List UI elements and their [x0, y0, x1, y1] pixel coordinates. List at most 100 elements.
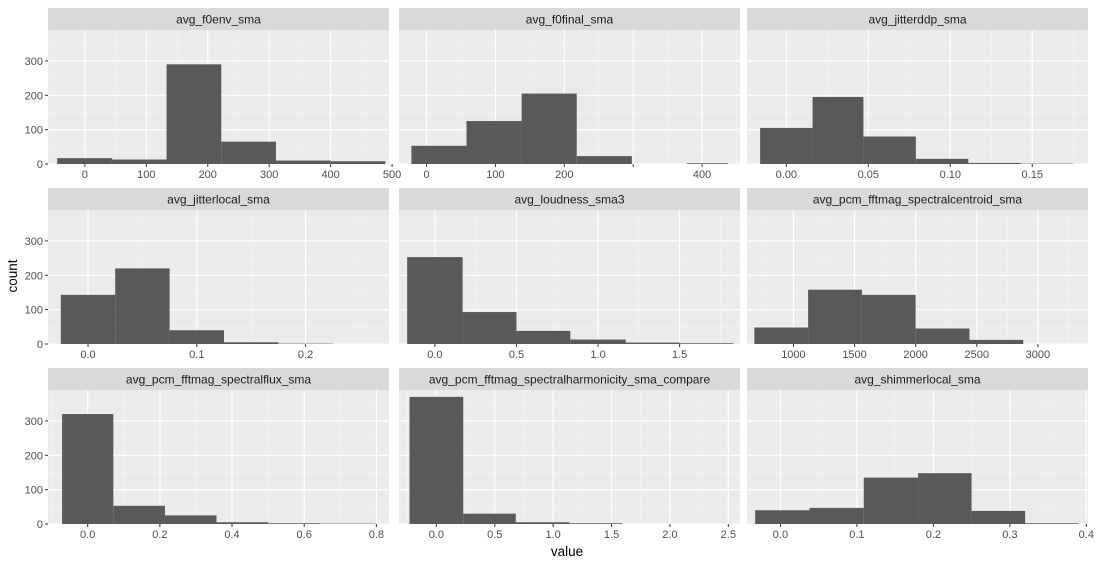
x-tick-label: 1.0 — [546, 529, 561, 541]
x-tick-label: 0 — [423, 169, 429, 181]
x-tick-label: 400 — [321, 169, 339, 181]
histogram-bar — [918, 473, 972, 524]
histogram-bar — [808, 289, 862, 344]
facet-title: avg_f0final_sma — [526, 13, 614, 27]
x-tick-label: 200 — [555, 169, 573, 181]
histogram-bar — [411, 145, 467, 164]
histogram-bar — [969, 339, 1024, 344]
histogram-bar — [915, 328, 970, 344]
facet-panel: avg_pcm_fftmag_spectralharmonicity_sma_c… — [399, 368, 740, 541]
x-tick-label: 400 — [693, 169, 711, 181]
facet-panel: avg_pcm_fftmag_spectralcentroid_sma 1000 1… — [747, 188, 1088, 361]
x-tick-label: 0.0 — [773, 529, 788, 541]
facet-title: avg_jitterlocal_sma — [167, 193, 270, 207]
facet-strip — [48, 8, 389, 30]
histogram-bar — [57, 158, 112, 164]
histogram-bar — [686, 163, 729, 164]
x-tick-label: 0.10 — [940, 169, 961, 181]
histogram-bar — [268, 523, 320, 524]
y-tick-label: 200 — [25, 90, 43, 102]
y-tick-label: 200 — [25, 450, 43, 462]
x-tick-label: 0.2 — [298, 349, 313, 361]
histogram-bar — [330, 161, 386, 164]
facet-strip — [747, 368, 1088, 390]
facet-panel: avg_jitterddp_sma 0.00 0.05 0.10 0.15 — [747, 8, 1088, 181]
x-tick-label: 2.5 — [721, 529, 736, 541]
histogram-bar — [515, 522, 570, 524]
y-tick-label: 0 — [37, 519, 43, 531]
histogram-bar — [169, 330, 224, 344]
x-tick-label: 0.2 — [152, 529, 167, 541]
x-axis-title: value — [551, 544, 583, 559]
x-tick-label: 0.4 — [1079, 529, 1094, 541]
histogram-bar — [754, 327, 809, 344]
x-tick-label: 0.3 — [1002, 529, 1017, 541]
x-tick-label: 2500 — [965, 349, 989, 361]
histogram-bar — [463, 513, 516, 524]
y-tick-label: 200 — [25, 270, 43, 282]
facet-strip — [399, 8, 740, 30]
histogram-bar — [275, 160, 331, 164]
histogram-bar — [409, 396, 464, 524]
x-tick-label: 500 — [383, 169, 401, 181]
histogram-bar — [760, 127, 813, 164]
x-tick-label: 0.8 — [369, 529, 384, 541]
y-tick-label: 300 — [25, 416, 43, 428]
y-axis-title: count — [5, 259, 20, 292]
histogram-bar — [521, 93, 577, 164]
x-tick-label: 1.0 — [590, 349, 605, 361]
y-tick-label: 100 — [25, 485, 43, 497]
histogram-bar — [164, 515, 217, 524]
histogram-bar — [863, 136, 916, 164]
x-tick-label: 0.05 — [858, 169, 879, 181]
histogram-bar — [971, 510, 1026, 524]
histogram-bar — [1025, 523, 1079, 524]
x-tick-label: 0.4 — [224, 529, 239, 541]
facet-title: avg_pcm_fftmag_spectralflux_sma — [126, 373, 312, 387]
x-tick-label: 300 — [260, 169, 278, 181]
x-tick-label: 0.5 — [509, 349, 524, 361]
histogram-bar — [569, 523, 623, 524]
histogram-bar — [223, 342, 279, 344]
facet-panel: avg_loudness_sma3 0.0 0.5 1.0 1.5 — [399, 188, 740, 361]
y-tick-label: 0 — [37, 339, 43, 351]
histogram-bar — [968, 162, 1021, 164]
x-tick-label: 0.5 — [487, 529, 502, 541]
x-tick-label: 200 — [199, 169, 217, 181]
x-tick-label: 100 — [486, 169, 504, 181]
x-tick-label: 1.5 — [672, 349, 687, 361]
x-tick-label: 2.0 — [662, 529, 677, 541]
x-tick-label: 0.15 — [1022, 169, 1043, 181]
histogram-bar — [115, 268, 170, 344]
y-tick-label: 100 — [25, 305, 43, 317]
x-tick-label: 0.0 — [80, 529, 95, 541]
x-tick-label: 2000 — [903, 349, 927, 361]
x-tick-label: 0.0 — [429, 529, 444, 541]
y-tick-label: 300 — [25, 56, 43, 68]
histogram-bar — [861, 294, 916, 344]
histogram-bar — [576, 156, 632, 164]
histogram-bar — [62, 414, 114, 524]
y-tick-label: 100 — [25, 125, 43, 137]
histogram-bar — [407, 257, 463, 344]
x-tick-label: 0 — [82, 169, 88, 181]
facet-panel: avg_pcm_fftmag_spectralflux_sma 0.0 0.2 0.4… — [25, 368, 389, 541]
histogram-bar — [812, 97, 864, 164]
histogram-bar — [466, 121, 522, 164]
histogram-bar — [462, 312, 517, 344]
x-tick-label: 0.1 — [849, 529, 864, 541]
facet-title: avg_pcm_fftmag_spectralharmonicity_sma_c… — [429, 373, 711, 387]
x-tick-label: 1500 — [842, 349, 866, 361]
x-tick-label: 1.5 — [604, 529, 619, 541]
facet-panel: avg_shimmerlocal_sma 0.0 0.1 0.2 0.3 0.4 — [747, 368, 1094, 541]
histogram-bar — [915, 158, 969, 164]
y-tick-label: 300 — [25, 236, 43, 248]
panel-background — [747, 210, 1088, 344]
x-tick-label: 100 — [137, 169, 155, 181]
y-tick-label: 0 — [37, 159, 43, 171]
facet-title: avg_loudness_sma3 — [514, 193, 624, 207]
facet-title: avg_shimmerlocal_sma — [854, 373, 980, 387]
x-tick-label: 0.6 — [297, 529, 312, 541]
facet-title: avg_pcm_fftmag_spectralcentroid_sma — [813, 193, 1023, 207]
